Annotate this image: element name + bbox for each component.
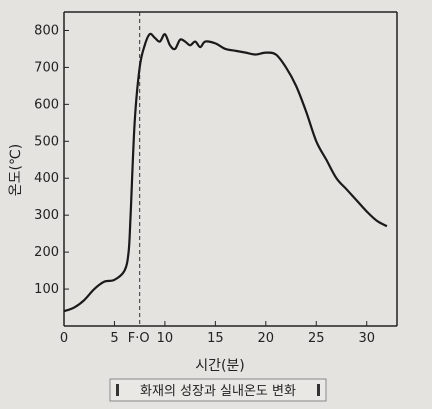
series-layer <box>63 32 388 313</box>
caption-left-bar <box>116 384 119 396</box>
y-axis-title: 온도(℃) <box>8 144 24 196</box>
caption-right-bar <box>317 384 320 396</box>
x-axis-title: 시간(분) <box>195 358 245 374</box>
y-tick-label: 500 <box>34 134 59 149</box>
y-tick-label: 800 <box>34 23 59 38</box>
x-tick-label: 20 <box>258 331 275 346</box>
y-tick-label: 100 <box>34 282 59 297</box>
axes <box>63 11 398 327</box>
temperature-curve <box>63 32 388 313</box>
x-tick-label: 25 <box>308 331 325 346</box>
y-tick-label: 700 <box>34 60 59 75</box>
y-tick-label: 200 <box>34 245 59 260</box>
x-tick-label: 0 <box>60 331 68 346</box>
x-tick-label: 30 <box>358 331 375 346</box>
y-tick-label: 600 <box>34 97 59 112</box>
y-tick-label: 300 <box>34 208 59 223</box>
caption-box <box>109 378 327 402</box>
x-tick-label: 5 <box>110 331 118 346</box>
y-tick-label: 400 <box>34 171 59 186</box>
flashover-label: F·O <box>128 331 150 346</box>
x-tick-label: 15 <box>207 331 224 346</box>
caption-text: 화재의 성장과 실내온도 변화 <box>140 384 296 399</box>
caption: 화재의 성장과 실내온도 변화 <box>109 378 327 402</box>
x-tick-label: 10 <box>157 331 174 346</box>
ticks: 100 200 300 400 500 600 700 800 0 5 10 15 20 25 30 <box>34 23 375 346</box>
